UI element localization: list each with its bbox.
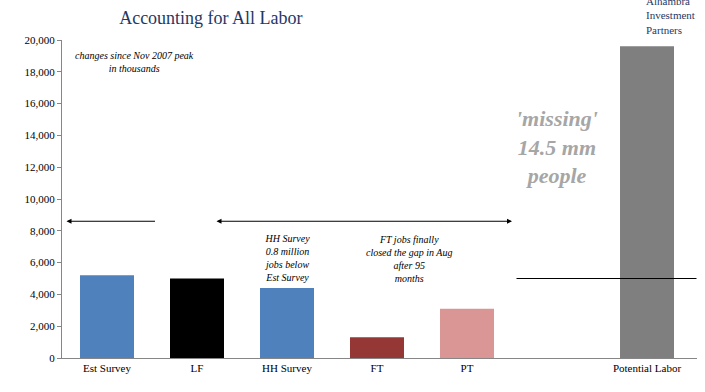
svg-text:HH Survey: HH Survey xyxy=(262,362,312,374)
svg-text:12,000: 12,000 xyxy=(25,161,56,173)
svg-text:6,000: 6,000 xyxy=(30,256,55,268)
svg-text:Est Survey: Est Survey xyxy=(83,362,131,374)
svg-text:4,000: 4,000 xyxy=(30,288,55,300)
svg-text:Potential Labor: Potential Labor xyxy=(613,362,681,374)
svg-text:FT: FT xyxy=(371,362,384,374)
svg-text:changes since Nov 2007 peakin: changes since Nov 2007 peakin thousands xyxy=(75,50,194,74)
svg-text:HH Survey0.8 millionjobs below: HH Survey0.8 millionjobs belowEst Survey xyxy=(264,233,310,283)
svg-text:18,000: 18,000 xyxy=(25,66,56,78)
svg-text:2,000: 2,000 xyxy=(30,320,55,332)
svg-text:FT jobs finallyclosed the gap: FT jobs finallyclosed the gap in Augafte… xyxy=(366,234,452,284)
svg-text:0: 0 xyxy=(49,352,55,364)
svg-text:20,000: 20,000 xyxy=(25,34,56,46)
svg-text:PT: PT xyxy=(461,362,474,374)
svg-text:8,000: 8,000 xyxy=(30,225,55,237)
svg-text:'missing'14.5 mmpeople: 'missing'14.5 mmpeople xyxy=(516,106,598,188)
svg-text:14,000: 14,000 xyxy=(25,129,56,141)
svg-text:Accounting for All Labor: Accounting for All Labor xyxy=(119,8,302,28)
svg-text:16,000: 16,000 xyxy=(25,97,56,109)
svg-text:LF: LF xyxy=(191,362,204,374)
svg-text:AlhambraInvestmentPartners: AlhambraInvestmentPartners xyxy=(646,0,695,36)
svg-text:10,000: 10,000 xyxy=(25,193,56,205)
